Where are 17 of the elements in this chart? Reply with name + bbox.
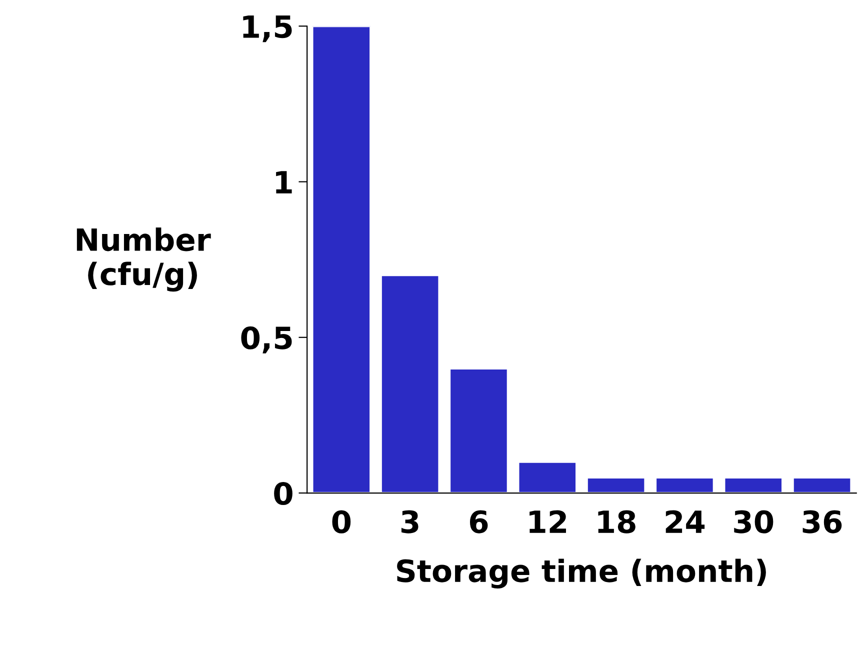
- y-tick-label: 0: [274, 482, 292, 506]
- y-axis-title: Number (cfu/g): [76, 228, 211, 292]
- y-tick-label: 0,5: [241, 326, 292, 354]
- x-tick-label: 24: [666, 510, 705, 533]
- x-tick-label: 6: [470, 510, 488, 534]
- bar: [380, 274, 440, 494]
- x-tick-label: 12: [530, 510, 566, 533]
- x-tick-label: 30: [734, 510, 774, 534]
- x-axis-title: Storage time (month): [397, 558, 766, 589]
- bar: [311, 26, 372, 494]
- x-tick-label: 18: [598, 510, 636, 534]
- bar: [517, 460, 578, 494]
- y-tick-label: 1: [276, 171, 292, 194]
- x-tick-label: 3: [401, 510, 418, 534]
- x-tick-label: 36: [802, 510, 842, 534]
- x-tick-label: 0: [332, 510, 351, 534]
- y-tick-label: 1,5: [243, 15, 292, 42]
